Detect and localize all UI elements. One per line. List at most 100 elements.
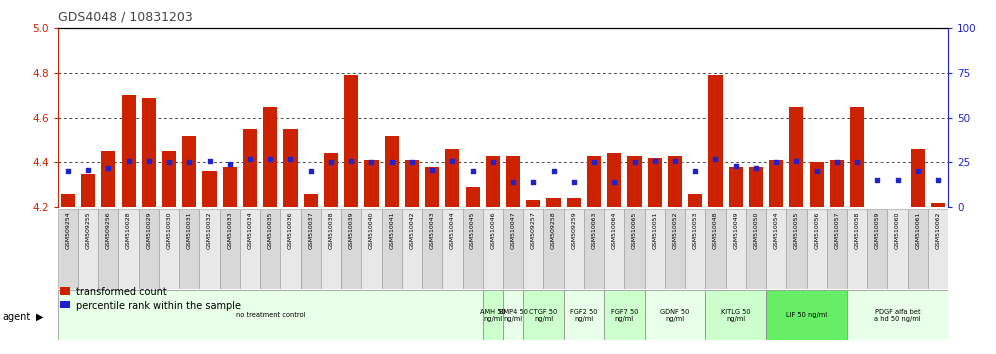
Bar [605, 209, 624, 289]
Text: GSM510030: GSM510030 [166, 211, 171, 249]
Bar [887, 209, 907, 289]
Bar [523, 209, 544, 289]
Bar [830, 160, 844, 207]
Bar [425, 167, 439, 207]
Text: GSM510033: GSM510033 [227, 211, 232, 249]
Bar [321, 209, 341, 289]
Text: GSM509255: GSM509255 [86, 211, 91, 249]
Point [140, 158, 156, 164]
Bar [547, 198, 561, 207]
Bar [465, 187, 480, 207]
Text: GSM509258: GSM509258 [551, 211, 556, 249]
Text: FGF2 50
ng/ml: FGF2 50 ng/ml [570, 309, 598, 321]
Bar [281, 209, 301, 289]
Point [566, 179, 582, 185]
Text: GSM510054: GSM510054 [774, 211, 779, 249]
Bar [138, 209, 159, 289]
Text: GSM510040: GSM510040 [369, 211, 374, 249]
Bar [749, 167, 763, 207]
Bar [729, 167, 743, 207]
Bar [442, 209, 462, 289]
Text: GSM510028: GSM510028 [126, 211, 131, 249]
Bar [627, 156, 641, 207]
Point [809, 169, 825, 174]
Point [424, 167, 440, 172]
Bar [284, 129, 298, 207]
Bar [644, 290, 705, 340]
Point [201, 158, 217, 164]
Bar [503, 290, 523, 340]
Point [444, 158, 460, 164]
Bar [668, 156, 682, 207]
Text: GSM510041: GSM510041 [389, 211, 394, 249]
Bar [790, 107, 804, 207]
Bar [404, 160, 419, 207]
Bar [199, 209, 220, 289]
Bar [422, 209, 442, 289]
Point [586, 160, 602, 165]
Point [748, 165, 764, 171]
Text: FGF7 50
ng/ml: FGF7 50 ng/ml [611, 309, 638, 321]
Point [121, 158, 136, 164]
Text: GSM510029: GSM510029 [146, 211, 151, 249]
Text: GSM510043: GSM510043 [429, 211, 434, 249]
Point [364, 160, 379, 165]
Bar [263, 107, 277, 207]
Bar [705, 209, 725, 289]
Bar [102, 151, 116, 207]
Bar [384, 136, 398, 207]
Bar [526, 200, 541, 207]
Point [80, 167, 96, 172]
Bar [162, 151, 176, 207]
Bar [544, 209, 564, 289]
Point [829, 160, 845, 165]
Bar [608, 153, 622, 207]
Bar [401, 209, 422, 289]
Bar [506, 156, 520, 207]
Point [667, 158, 683, 164]
Bar [445, 149, 459, 207]
Point [687, 169, 703, 174]
Text: CTGF 50
ng/ml: CTGF 50 ng/ml [529, 309, 558, 321]
Text: GSM510053: GSM510053 [693, 211, 698, 249]
Bar [304, 194, 318, 207]
Bar [564, 290, 605, 340]
Bar [99, 209, 119, 289]
Text: GSM509256: GSM509256 [106, 211, 111, 249]
Bar [220, 209, 240, 289]
Text: GSM510060: GSM510060 [895, 211, 900, 249]
Text: ▶: ▶ [36, 312, 44, 322]
Point [161, 160, 177, 165]
Bar [705, 290, 766, 340]
Point [303, 169, 319, 174]
Point [930, 177, 946, 183]
Text: GSM510045: GSM510045 [470, 211, 475, 249]
Point [344, 158, 360, 164]
Bar [58, 209, 78, 289]
Bar [868, 209, 887, 289]
Bar [341, 209, 362, 289]
Text: GSM510047: GSM510047 [511, 211, 516, 249]
Text: transformed count: transformed count [76, 287, 166, 297]
Point [910, 169, 926, 174]
Bar [746, 209, 766, 289]
Text: GSM510061: GSM510061 [915, 211, 920, 249]
Point [505, 179, 521, 185]
Point [607, 179, 622, 185]
Bar [907, 209, 928, 289]
Point [465, 169, 481, 174]
Bar [240, 209, 260, 289]
Bar [567, 198, 581, 207]
Point [525, 179, 541, 185]
Point [485, 160, 501, 165]
Bar [624, 209, 644, 289]
Text: GSM510046: GSM510046 [490, 211, 495, 249]
Bar [159, 209, 179, 289]
Text: GSM510038: GSM510038 [329, 211, 334, 249]
Point [262, 156, 278, 162]
Point [789, 158, 805, 164]
Bar [725, 209, 746, 289]
Point [101, 165, 117, 171]
Bar [564, 209, 584, 289]
Text: GSM510064: GSM510064 [612, 211, 617, 249]
